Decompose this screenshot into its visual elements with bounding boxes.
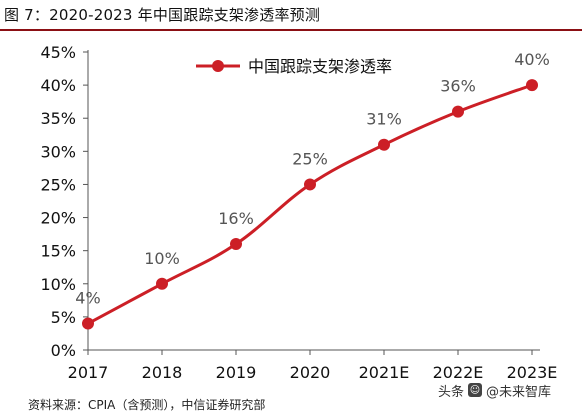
data-point [230, 238, 242, 251]
data-point [304, 178, 316, 191]
y-tick-label: 45% [40, 43, 76, 62]
data-labels: 4% 10% 16% 25% 31% 36% 40% [75, 50, 549, 307]
y-tick-label: 25% [40, 175, 76, 194]
data-point [452, 105, 464, 118]
source-note: 资料来源：CPIA（含预测），中信证券研究部 [28, 398, 266, 412]
y-tick-label: 40% [40, 76, 76, 95]
data-label: 31% [366, 110, 402, 129]
watermark-icon: ☺ [468, 383, 483, 397]
y-tick-label: 30% [40, 142, 76, 161]
x-axis: 2017 2018 2019 2020 2021E 2022E 2023E [68, 349, 558, 382]
x-tick-label: 2022E [433, 363, 484, 382]
y-tick-label: 15% [40, 242, 76, 261]
watermark-handle: @未来智库 [486, 384, 552, 400]
figure-title-bar: 图 7：2020-2023 年中国跟踪支架渗透率预测 [0, 0, 582, 31]
series-group [82, 79, 538, 330]
data-point [526, 79, 538, 92]
data-label: 25% [292, 149, 328, 168]
y-tick-label: 20% [40, 209, 76, 228]
x-tick-label: 2020 [290, 363, 331, 382]
x-tick-label: 2018 [142, 363, 183, 382]
figure-title: 图 7：2020-2023 年中国跟踪支架渗透率预测 [4, 6, 321, 24]
y-tick-label: 5% [51, 308, 76, 327]
watermark-prefix: 头条 [438, 384, 465, 400]
watermark: 头条 ☺ @未来智库 [438, 380, 551, 400]
title-divider [0, 29, 582, 31]
x-tick-label: 2019 [216, 363, 257, 382]
legend-marker [212, 60, 224, 72]
x-tick-label: 2017 [68, 363, 109, 382]
y-tick-label: 35% [40, 109, 76, 128]
y-tick-label: 0% [51, 341, 76, 360]
data-point [82, 317, 94, 330]
series-line [87, 83, 533, 325]
x-tick-label: 2023E [507, 363, 558, 382]
data-label: 36% [440, 77, 476, 96]
legend-label: 中国跟踪支架渗透率 [248, 57, 392, 76]
y-tick-label: 10% [40, 275, 76, 294]
y-axis: 0% 5% 10% 15% 20% 25% 30% 35% 40% 45% [40, 43, 89, 360]
legend: 中国跟踪支架渗透率 [196, 57, 392, 76]
x-tick-label: 2021E [359, 363, 410, 382]
data-label: 40% [514, 50, 550, 69]
data-point [156, 277, 168, 290]
data-label: 10% [144, 249, 180, 268]
data-point [378, 138, 390, 151]
data-label: 16% [218, 209, 254, 228]
data-label: 4% [75, 289, 100, 308]
